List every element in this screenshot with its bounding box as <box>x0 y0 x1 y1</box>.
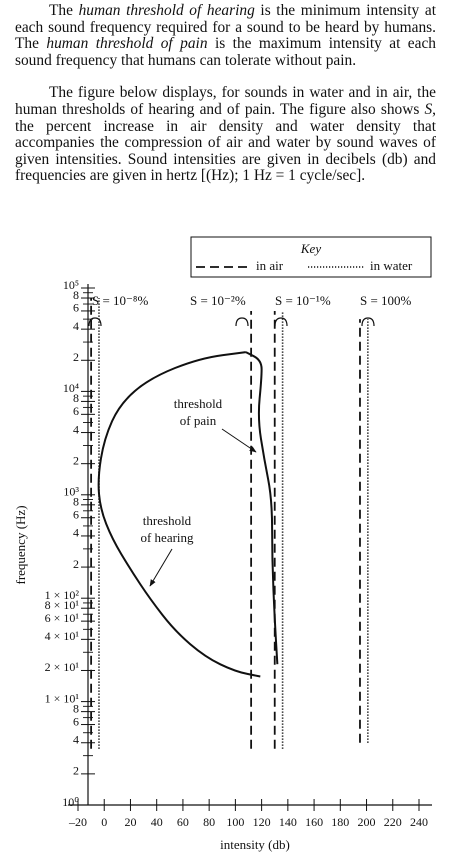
y-tick-label: 2 <box>73 350 79 364</box>
text: , the percent increase in air density an… <box>15 100 436 185</box>
key-title: Key <box>300 241 321 256</box>
italic-text: human threshold of hearing <box>78 2 255 19</box>
key-label: in air <box>256 258 284 273</box>
x-tick-label: 120 <box>253 815 271 829</box>
y-tick-label: 2 <box>73 764 79 778</box>
brace <box>88 317 102 327</box>
italic-text: human threshold of pain <box>46 35 208 53</box>
y-tick-label: 2 × 10¹ <box>45 660 80 674</box>
y-tick-label: 2 <box>73 557 79 571</box>
x-axis-label: intensity (db) <box>220 837 290 852</box>
y-tick-label: 8 <box>73 391 79 405</box>
text: The <box>49 2 79 19</box>
y-tick-label: 4 <box>73 319 79 333</box>
threshold-curve <box>97 351 261 678</box>
curve-label: threshold <box>143 513 192 528</box>
y-tick-label: 4 <box>73 526 79 540</box>
x-tick-label: 0 <box>101 815 107 829</box>
y-tick-label: 8 × 10¹ <box>45 598 80 612</box>
x-tick-label: 220 <box>384 815 402 829</box>
y-tick-label: 10⁴ <box>63 381 79 395</box>
x-tick-label: 60 <box>177 815 189 829</box>
y-tick-label: 2 <box>73 453 79 467</box>
level-label: S = 10⁻²% <box>190 293 246 308</box>
x-tick-label: 200 <box>358 815 376 829</box>
italic-text: S <box>424 100 433 118</box>
brace <box>235 317 249 327</box>
x-tick-label: 160 <box>305 815 323 829</box>
x-tick-label: 140 <box>279 815 297 829</box>
brace <box>274 317 288 327</box>
passage: The human threshold of hearing is the mi… <box>15 2 436 201</box>
level-label: S = 10⁻⁸% <box>92 293 148 308</box>
paragraph: The human threshold of hearing is the mi… <box>15 2 436 69</box>
x-tick-label: 20 <box>124 815 136 829</box>
curve-label: of hearing <box>140 530 194 545</box>
y-tick-label: 6 <box>73 714 79 728</box>
annotation-arrow <box>221 428 257 453</box>
x-tick-label: 80 <box>203 815 215 829</box>
key-box <box>190 236 432 278</box>
brace <box>361 317 375 327</box>
y-tick-label: 6 <box>73 404 79 418</box>
text: is the maximum intensity at each sound f… <box>15 35 436 69</box>
level-label: S = 100% <box>360 293 412 308</box>
text: The figure below displays, for sounds in… <box>15 84 436 118</box>
x-tick-label: 180 <box>331 815 349 829</box>
y-axis-label: frequency (Hz) <box>13 505 28 584</box>
y-tick-label: 8 <box>73 701 79 715</box>
y-tick-label: 6 × 10¹ <box>45 611 80 625</box>
y-tick-label: 4 <box>73 422 79 436</box>
level-label: S = 10⁻¹% <box>275 293 331 308</box>
y-tick-label: 8 <box>73 495 79 509</box>
text: is the minimum intensity at each sound f… <box>15 2 436 53</box>
key-label: in water <box>370 258 413 273</box>
curve-label: threshold <box>174 396 223 411</box>
x-tick-label: 40 <box>151 815 163 829</box>
y-tick-label: 8 <box>73 288 79 302</box>
paragraph: The figure below displays, for sounds in… <box>15 85 436 185</box>
x-tick-label: 240 <box>410 815 428 829</box>
y-tick-label: 10⁰ <box>62 795 79 809</box>
x-tick-label: 100 <box>226 815 244 829</box>
x-tick-label: –20 <box>68 815 87 829</box>
y-tick-label: 6 <box>73 301 79 315</box>
threshold-curve <box>245 351 279 665</box>
y-tick-label: 1 × 10² <box>45 588 80 602</box>
y-tick-label: 1 × 10¹ <box>45 691 80 705</box>
curve-label: of pain <box>180 413 217 428</box>
y-tick-label: 4 <box>73 732 79 746</box>
y-tick-label: 4 × 10¹ <box>45 629 80 643</box>
y-tick-label: 10⁵ <box>63 278 79 292</box>
y-tick-label: 10³ <box>63 485 79 499</box>
annotation-arrow <box>149 548 173 587</box>
y-tick-label: 6 <box>73 507 79 521</box>
